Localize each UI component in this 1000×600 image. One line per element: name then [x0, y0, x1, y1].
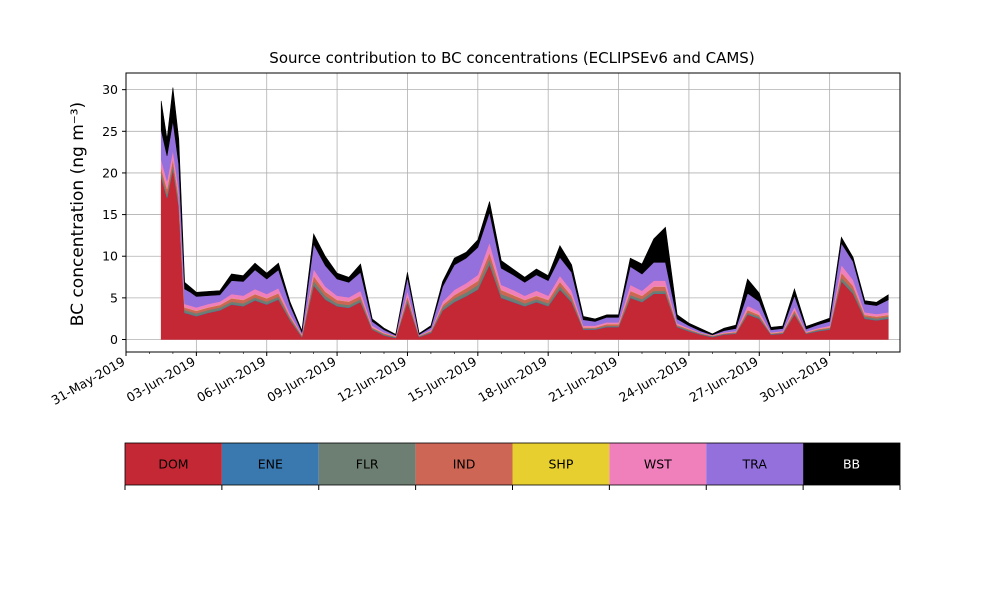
legend-label-shp: SHP — [549, 457, 574, 472]
x-tick-label: 12-Jun-2019 — [335, 354, 409, 405]
y-tick-label: 25 — [102, 124, 118, 139]
x-tick-label: 24-Jun-2019 — [616, 354, 690, 405]
y-tick-label: 30 — [102, 82, 118, 97]
x-tick-label: 18-Jun-2019 — [476, 354, 550, 405]
stacked-areas — [160, 87, 889, 340]
legend-label-ene: ENE — [258, 457, 283, 472]
legend-label-dom: DOM — [158, 457, 188, 472]
x-tick-label: 30-Jun-2019 — [757, 354, 831, 405]
legend-swatch-wst — [609, 443, 707, 485]
x-tick-label: 03-Jun-2019 — [124, 354, 198, 405]
legend-swatch-ind — [415, 443, 513, 485]
legend-label-ind: IND — [453, 457, 476, 472]
plot-frame — [125, 72, 901, 353]
legend-label-tra: TRA — [742, 457, 768, 472]
x-tick-label: 27-Jun-2019 — [687, 354, 761, 405]
x-tick-label: 31-May-2019 — [49, 354, 128, 408]
x-tick-label: 21-Jun-2019 — [546, 354, 620, 405]
legend-label-bb: BB — [843, 457, 860, 472]
legend-label-flr: FLR — [356, 457, 379, 472]
x-tick-label: 09-Jun-2019 — [264, 354, 338, 405]
y-tick-label: 0 — [110, 332, 118, 347]
chart-title: Source contribution to BC concentrations… — [269, 49, 754, 67]
x-tick-label: 06-Jun-2019 — [194, 354, 268, 405]
legend: DOM ENE FLR IND SHP WST TRA BB — [124, 442, 901, 490]
legend-swatch-tra — [706, 443, 804, 485]
legend-swatch-ene — [221, 443, 319, 485]
x-tick-label: 15-Jun-2019 — [405, 354, 479, 405]
legend-swatch-dom — [125, 443, 222, 485]
legend-swatch-shp — [512, 443, 610, 485]
y-tick-label: 10 — [102, 249, 118, 264]
legend-swatch-flr — [318, 443, 416, 485]
area-dom — [160, 168, 889, 340]
y-tick-label: 20 — [102, 165, 118, 180]
area-bb — [160, 87, 889, 336]
legend-label-wst: WST — [644, 457, 672, 472]
y-tick-label: 15 — [102, 207, 118, 222]
y-axis-label: BC concentration (ng m⁻³) — [68, 102, 88, 326]
legend-swatch-bb — [803, 443, 900, 485]
y-tick-label: 5 — [110, 290, 118, 305]
